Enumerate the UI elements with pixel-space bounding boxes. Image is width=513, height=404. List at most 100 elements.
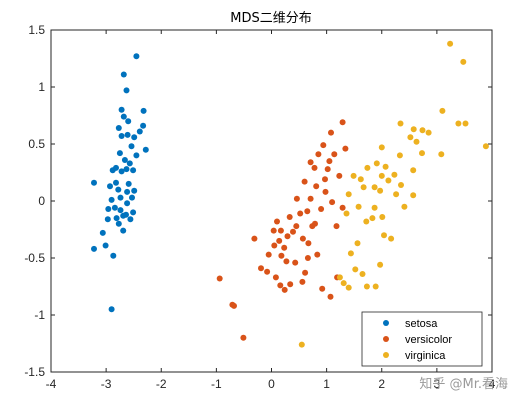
data-point-virginica	[410, 192, 417, 199]
data-point-virginica	[407, 134, 414, 141]
legend-label-virginica: virginica	[405, 350, 446, 362]
data-point-setosa	[128, 143, 135, 150]
data-point-setosa	[118, 133, 125, 139]
data-point-versicolor	[339, 204, 346, 211]
data-point-virginica	[391, 171, 398, 178]
data-point-virginica	[482, 143, 489, 150]
data-point-versicolor	[251, 235, 258, 242]
data-point-versicolor	[293, 195, 300, 202]
data-point-virginica	[398, 182, 404, 188]
data-point-versicolor	[299, 235, 306, 242]
data-point-setosa	[113, 215, 120, 222]
data-point-versicolor	[333, 223, 340, 230]
data-point-setosa	[118, 168, 125, 175]
data-point-setosa	[108, 306, 115, 313]
data-point-setosa	[115, 125, 122, 131]
data-point-versicolor	[270, 227, 277, 234]
y-axis: -1.5 -1 -0.5 0 0.5 1 1.5	[24, 23, 492, 379]
data-point-virginica	[357, 176, 364, 183]
data-point-versicolor	[283, 258, 290, 265]
data-point-versicolor	[326, 158, 333, 165]
data-point-setosa	[140, 107, 147, 114]
data-point-setosa	[118, 106, 125, 113]
data-point-setosa	[133, 53, 140, 60]
data-point-setosa	[107, 183, 113, 190]
data-point-versicolor	[231, 302, 237, 309]
data-point-virginica	[345, 284, 352, 291]
data-point-versicolor	[309, 223, 316, 230]
data-point-setosa	[115, 220, 122, 227]
data-point-setosa	[116, 150, 123, 157]
data-point-versicolor	[290, 228, 296, 235]
data-point-virginica	[439, 107, 446, 114]
x-tick-label: 0	[268, 377, 275, 391]
data-point-versicolor	[305, 240, 312, 247]
x-tick-label: -4	[46, 377, 57, 391]
data-point-setosa	[127, 216, 134, 223]
data-point-setosa	[110, 252, 117, 259]
data-point-virginica	[397, 120, 404, 127]
data-point-setosa	[117, 207, 124, 214]
data-point-virginica	[377, 261, 384, 268]
data-point-virginica	[369, 215, 376, 222]
data-point-setosa	[109, 167, 116, 174]
legend-box	[361, 311, 483, 367]
data-point-virginica	[382, 163, 389, 170]
data-point-versicolor	[314, 251, 321, 258]
y-tick-label: -1.5	[24, 365, 45, 379]
data-point-virginica	[298, 341, 305, 348]
data-point-setosa	[117, 194, 124, 201]
data-point-virginica	[379, 214, 386, 220]
data-point-setosa	[131, 187, 138, 194]
legend: setosa versicolor virginica	[361, 311, 483, 367]
data-point-versicolor	[287, 281, 294, 288]
data-point-versicolor	[304, 208, 311, 215]
data-point-versicolor	[307, 195, 314, 202]
x-tick-label: 3	[434, 377, 441, 391]
data-point-setosa	[113, 179, 119, 186]
data-point-virginica	[381, 232, 387, 239]
data-point-versicolor	[264, 268, 271, 275]
data-point-versicolor	[320, 142, 327, 149]
data-point-versicolor	[240, 334, 247, 341]
legend-label-versicolor: versicolor	[405, 334, 452, 346]
data-point-setosa	[104, 216, 111, 223]
data-point-virginica	[378, 144, 385, 151]
data-point-virginica	[373, 160, 380, 167]
data-point-setosa	[123, 87, 130, 94]
data-point-setosa	[133, 152, 140, 159]
data-point-virginica	[359, 271, 366, 277]
data-point-virginica	[413, 138, 420, 145]
legend-marker-versicolor	[383, 336, 389, 342]
data-point-virginica	[410, 167, 417, 174]
data-point-virginica	[447, 40, 454, 47]
data-point-virginica	[438, 151, 445, 158]
data-point-virginica	[355, 203, 362, 210]
data-point-versicolor	[307, 159, 314, 166]
data-point-virginica	[340, 280, 347, 287]
data-point-versicolor	[324, 166, 331, 173]
data-point-virginica	[350, 172, 357, 179]
data-point-virginica	[364, 164, 371, 171]
data-point-versicolor	[277, 282, 284, 289]
data-point-versicolor	[318, 206, 325, 212]
data-point-setosa	[124, 188, 131, 195]
data-point-versicolor	[286, 214, 293, 220]
data-point-setosa	[125, 180, 132, 187]
x-tick-label: 1	[323, 377, 330, 391]
data-point-versicolor	[278, 252, 285, 259]
data-point-virginica	[396, 152, 403, 159]
data-point-setosa	[99, 229, 106, 236]
data-point-versicolor	[329, 199, 336, 206]
data-point-versicolor	[302, 269, 309, 276]
data-point-setosa	[120, 227, 127, 234]
data-point-setosa	[130, 209, 137, 216]
data-point-versicolor	[336, 172, 343, 179]
data-point-versicolor	[342, 145, 349, 152]
data-point-versicolor	[313, 183, 320, 190]
y-tick-label: 1.5	[28, 23, 45, 37]
data-point-setosa	[115, 186, 122, 193]
data-point-versicolor	[293, 223, 300, 230]
data-point-versicolor	[301, 178, 308, 185]
